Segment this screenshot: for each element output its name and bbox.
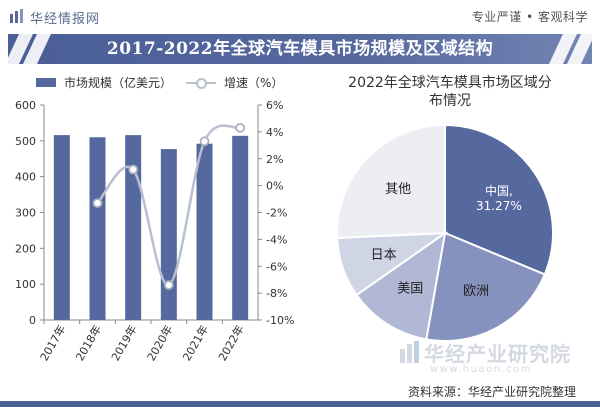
bar: [160, 149, 177, 320]
pie-slice-value: 31.27%: [476, 199, 522, 213]
y-left-tick-label: 100: [15, 278, 36, 291]
bar: [125, 135, 142, 320]
watermark-name: 华经产业研究院: [424, 342, 571, 366]
footer-bar: [0, 401, 600, 407]
top-bar: 华经情报网 专业严谨 • 客观科学: [0, 0, 600, 32]
bar: [53, 135, 70, 320]
pie-title-line1: 2022年全球汽车模具市场区域分: [348, 75, 552, 91]
x-tick-label: 2021年: [179, 323, 211, 364]
y-left-tick-label: 600: [15, 99, 36, 112]
x-tick-label: 2020年: [144, 323, 176, 364]
x-tick-label: 2017年: [37, 323, 69, 364]
brand-logo-icon: [10, 9, 23, 23]
pie-slice: [355, 230, 447, 341]
pie-slice-label: 中国,: [485, 183, 513, 198]
legend-line-swatch: [186, 77, 217, 89]
growth-point: [128, 164, 139, 175]
pie-slice-label: 其他: [385, 182, 411, 197]
brand-name: 华经情报网: [30, 12, 101, 27]
pie-slice-label: 欧洲: [463, 284, 489, 299]
pie-slice: [336, 123, 446, 239]
watermark-url: www.huaon.com: [430, 364, 533, 375]
y-right-tick-label: -4%: [266, 233, 287, 246]
legend-bar-swatch: [36, 78, 56, 87]
pie-slice: [444, 123, 554, 276]
y-right-tick-label: -10%: [266, 314, 294, 327]
pie-slice-label: 美国: [397, 282, 423, 297]
pie-title-line2: 布情况: [429, 93, 471, 109]
y-left-tick-label: 500: [15, 135, 36, 148]
slogan: 专业严谨 • 客观科学: [471, 10, 588, 24]
pie-slice: [425, 231, 547, 342]
x-tick-label: 2019年: [108, 323, 140, 364]
pie-chart: 中国,31.27% 欧洲 美国 日本 其他: [336, 123, 554, 342]
y-right-tick-label: -8%: [266, 287, 287, 300]
y-left-tick-label: 300: [15, 207, 36, 220]
y-right-tick-label: 0%: [266, 180, 283, 193]
x-tick-label: 2018年: [72, 323, 104, 364]
legend-line-label: 增速（%）: [224, 76, 284, 90]
growth-point: [163, 280, 174, 290]
bar: [232, 135, 249, 320]
watermark-logo-icon: [400, 341, 419, 363]
data-source: 资料来源：华经产业研究院整理: [407, 385, 576, 399]
legend-bar-label: 市场规模（亿美元）: [64, 76, 173, 90]
growth-point: [235, 122, 246, 133]
y-left-tick-label: 400: [15, 171, 36, 184]
chart-title: 2017-2022年全球汽车模具市场规模及区域结构: [106, 39, 494, 59]
y-right-tick-label: 4%: [266, 126, 283, 139]
y-left-tick-label: 0: [29, 314, 36, 327]
bar-chart-legend: 市场规模（亿美元） 增速（%）: [36, 74, 283, 91]
y-right-tick-label: -2%: [266, 207, 287, 220]
y-right-tick-label: 6%: [266, 99, 283, 112]
pie-slice-label: 日本: [371, 248, 397, 263]
y-right-tick-label: -6%: [266, 260, 287, 273]
bar: [89, 137, 106, 320]
title-banner: [8, 34, 592, 64]
y-left-tick-label: 200: [15, 242, 36, 255]
bar-line-chart: 0 100 200 300 400 500 600 -10% -8% -6% -4% -2% 0% 2% 4…: [15, 99, 294, 364]
bar: [196, 143, 213, 320]
growth-point: [199, 136, 210, 147]
pie-chart-title: 2022年全球汽车模具市场区域分 布情况: [320, 74, 580, 110]
y-right-tick-label: 2%: [266, 153, 283, 166]
x-tick-label: 2022年: [215, 323, 247, 364]
growth-point: [92, 198, 103, 208]
